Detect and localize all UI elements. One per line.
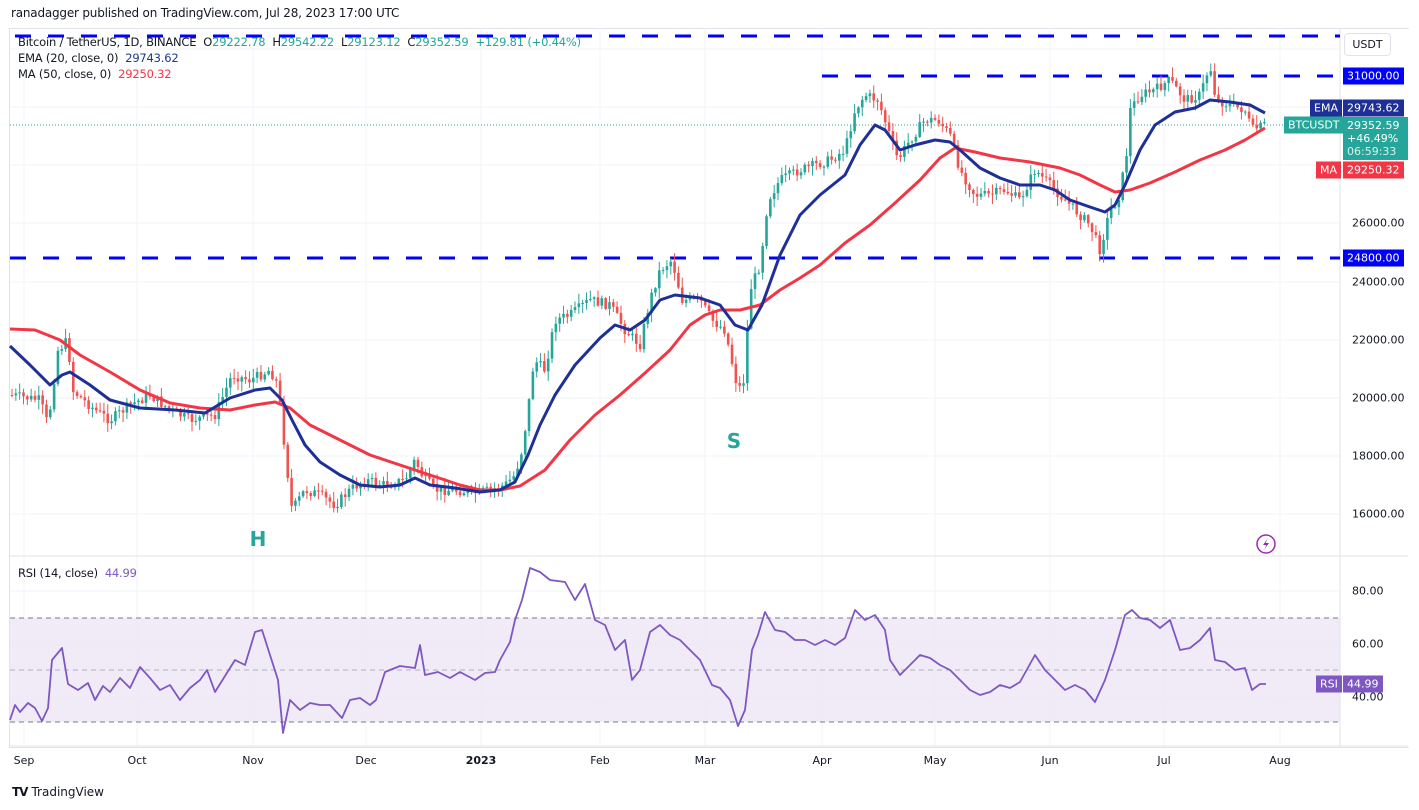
rsi-tick: 40.00 xyxy=(1352,690,1384,704)
rsi-line xyxy=(9,567,1266,734)
month-label: Aug xyxy=(1269,754,1291,767)
last-price-tag: 29352.59 +46.49% 06:59:33 xyxy=(1343,117,1408,160)
ma-value-tag: 29250.32 xyxy=(1343,161,1404,179)
low-value: 29123.12 xyxy=(347,35,401,49)
month-label: Jun xyxy=(1041,754,1059,767)
symbol-name-tag: BTCUSDT xyxy=(1284,116,1344,134)
month-label: May xyxy=(923,754,947,767)
brand-name: TradingView xyxy=(31,785,104,799)
head-shoulders-label-h: H xyxy=(249,527,267,551)
change-percent: +46.49% xyxy=(1347,132,1399,145)
month-label: Feb xyxy=(590,754,610,767)
rsi-tick: 80.00 xyxy=(1352,584,1384,598)
symbol-legend[interactable]: Bitcoin / TetherUS, 1D, BINANCE O29222.7… xyxy=(18,35,581,49)
currency-unit-button[interactable]: USDT xyxy=(1344,33,1391,56)
month-label: Apr xyxy=(812,754,832,767)
month-label: Sep xyxy=(13,754,35,767)
ma-name-tag: MA xyxy=(1316,161,1342,179)
lightning-icon[interactable] xyxy=(1256,534,1276,554)
change-value: +129.81 (+0.44%) xyxy=(475,35,581,49)
level-tag-24800: 24800.00 xyxy=(1343,249,1404,267)
rsi-legend[interactable]: RSI (14, close) 44.99 xyxy=(18,566,137,580)
rsi-value-tag: 44.99 xyxy=(1343,675,1383,693)
published-caption: ranadagger published on TradingView.com,… xyxy=(11,6,400,20)
month-label: Mar xyxy=(694,754,716,767)
rsi-legend-value: 44.99 xyxy=(104,566,137,580)
ema-legend[interactable]: EMA (20, close, 0) 29743.62 xyxy=(18,51,179,65)
tradingview-logo-icon: TV xyxy=(12,785,29,799)
ema-name-tag: EMA xyxy=(1310,99,1342,117)
month-label: Oct xyxy=(127,754,147,767)
month-label: Nov xyxy=(242,754,264,767)
open-value: 29222.78 xyxy=(212,35,266,49)
ema-legend-value: 29743.62 xyxy=(125,51,179,65)
ema-value-tag: 29743.62 xyxy=(1343,99,1404,117)
rsi-name-tag: RSI xyxy=(1316,675,1342,693)
price-tick: 26000.00 xyxy=(1352,216,1405,230)
tradingview-brand[interactable]: TV TradingView xyxy=(12,785,104,799)
price-tick: 22000.00 xyxy=(1352,333,1405,347)
candlesticks xyxy=(10,63,1266,513)
year-label: 2023 xyxy=(465,754,497,767)
ma-50-line xyxy=(9,126,1266,492)
rsi-tick: 60.00 xyxy=(1352,637,1384,651)
price-tick: 16000.00 xyxy=(1352,507,1405,521)
chart-frame xyxy=(9,28,1409,748)
month-label: Jul xyxy=(1157,754,1171,767)
ma-legend[interactable]: MA (50, close, 0) 29250.32 xyxy=(18,67,172,81)
level-tag-31000: 31000.00 xyxy=(1343,67,1404,85)
ema-20-line xyxy=(8,98,1266,494)
price-tick: 18000.00 xyxy=(1352,449,1405,463)
price-tick: 20000.00 xyxy=(1352,391,1405,405)
month-label: Dec xyxy=(355,754,377,767)
ma-legend-value: 29250.32 xyxy=(118,67,172,81)
symbol-name: Bitcoin / TetherUS, 1D, BINANCE xyxy=(18,35,197,49)
last-price-value: 29352.59 xyxy=(1347,119,1400,132)
price-tick: 24000.00 xyxy=(1352,275,1405,289)
high-value: 29542.22 xyxy=(280,35,335,49)
bar-countdown: 06:59:33 xyxy=(1347,145,1397,158)
close-value: 29352.59 xyxy=(415,35,469,49)
head-shoulders-label-s: S xyxy=(726,429,742,453)
